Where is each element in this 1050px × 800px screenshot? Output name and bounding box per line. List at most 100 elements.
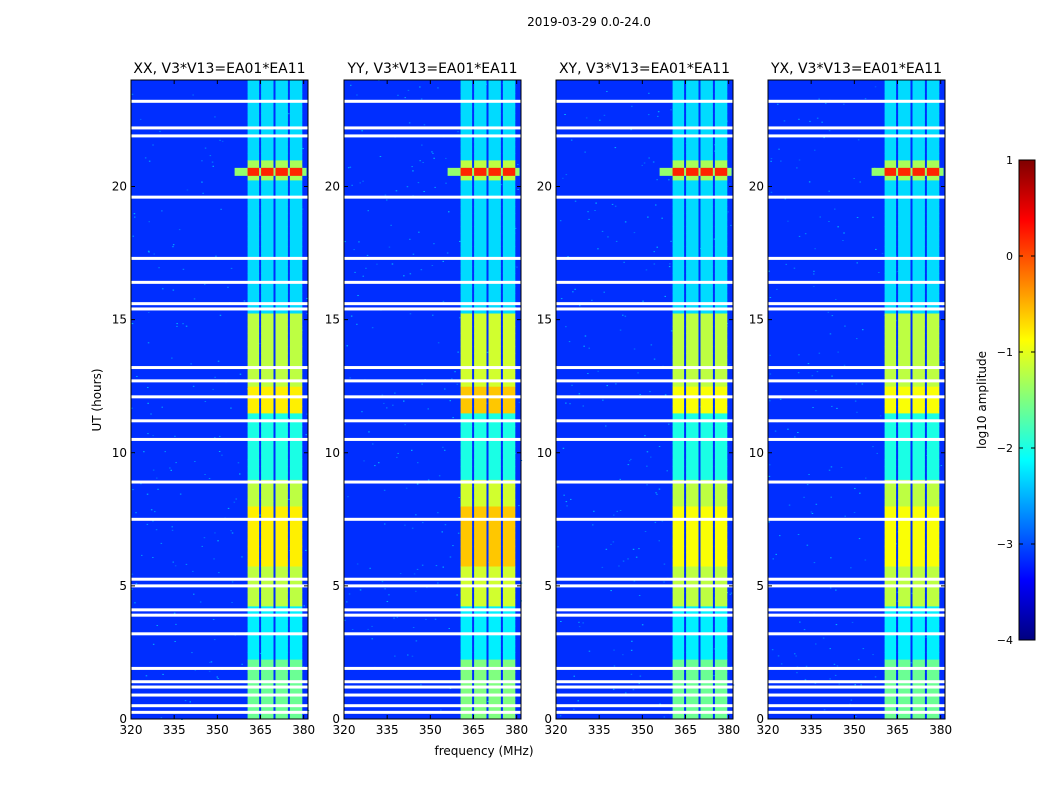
band-cell <box>700 346 713 354</box>
noise-pixel <box>578 621 580 623</box>
noise-pixel <box>306 313 308 315</box>
band-cell <box>502 319 516 327</box>
band-cell <box>275 592 288 600</box>
band-cell <box>884 359 897 367</box>
band-cell <box>474 100 487 108</box>
band-cell <box>460 352 473 361</box>
noise-pixel <box>239 473 241 475</box>
noise-pixel <box>454 371 456 373</box>
band-cell <box>714 565 728 574</box>
noise-pixel <box>653 358 656 360</box>
y-tick-label: 15 <box>537 313 552 327</box>
noise-pixel <box>595 202 597 204</box>
band-cell <box>686 579 699 587</box>
band-cell <box>912 625 925 633</box>
band-cell <box>460 532 473 540</box>
band-cell <box>247 545 260 554</box>
noise-pixel <box>394 392 396 394</box>
noise-pixel <box>872 654 874 656</box>
band-cell <box>502 399 516 407</box>
noise-pixel <box>457 351 459 353</box>
noise-pixel <box>243 300 246 302</box>
band-cell <box>912 565 925 574</box>
noise-pixel <box>623 261 625 263</box>
band-cell <box>672 146 685 154</box>
band-cell <box>275 326 288 334</box>
noise-pixel <box>811 375 814 377</box>
y-tick-label: 0 <box>756 712 764 726</box>
noise-pixel <box>230 530 232 532</box>
noise-pixel <box>147 250 150 252</box>
band-cell <box>289 459 303 467</box>
noise-pixel <box>632 689 635 691</box>
band-cell <box>275 226 288 234</box>
band-cell <box>700 699 713 707</box>
band-cell <box>898 213 911 221</box>
noise-pixel <box>657 111 660 113</box>
noise-pixel <box>872 216 874 218</box>
band-cell <box>926 313 940 321</box>
noise-pixel <box>658 446 661 447</box>
colorbar-tick-label: −2 <box>997 442 1013 455</box>
noise-pixel <box>616 510 618 512</box>
band-cell <box>672 419 685 427</box>
band-cell <box>714 526 728 534</box>
band-cell <box>714 93 728 101</box>
noise-pixel <box>803 629 806 631</box>
band-cell <box>714 592 728 600</box>
band-cell <box>474 146 487 154</box>
band-cell <box>275 545 288 554</box>
flagged-row <box>131 195 308 199</box>
band-cell <box>926 326 940 334</box>
band-cell <box>289 206 303 214</box>
band-cell <box>247 492 260 500</box>
band-cell <box>686 359 699 367</box>
band-cell <box>672 372 685 381</box>
band-cell <box>686 472 699 480</box>
band-cell <box>261 426 274 434</box>
band-cell <box>502 366 516 374</box>
band-cell <box>898 639 911 647</box>
noise-pixel <box>147 342 150 344</box>
band-cell <box>898 100 911 108</box>
band-cell <box>261 326 274 334</box>
band-cell <box>488 559 501 567</box>
band-cell <box>261 519 274 527</box>
band-cell <box>460 379 473 387</box>
band-cell <box>488 173 501 181</box>
band-cell <box>275 579 288 587</box>
noise-pixel <box>796 672 798 674</box>
band-cell <box>898 319 911 327</box>
band-cell <box>672 379 685 387</box>
noise-pixel <box>204 401 207 402</box>
band-cell <box>474 233 487 241</box>
noise-pixel <box>379 156 382 157</box>
band-cell <box>247 226 260 234</box>
band-cell <box>289 519 303 527</box>
band-cell <box>926 672 940 680</box>
band-cell <box>502 139 516 148</box>
band-cell <box>700 619 713 627</box>
noise-pixel <box>152 144 154 146</box>
band-cell <box>488 319 501 327</box>
noise-pixel <box>368 431 370 433</box>
band-cell <box>926 446 940 454</box>
band-cell <box>884 526 897 534</box>
band-cell <box>912 366 925 374</box>
noise-pixel <box>810 511 813 513</box>
band-cell <box>714 159 728 168</box>
noise-pixel <box>227 286 229 288</box>
band-cell <box>898 672 911 680</box>
band-cell <box>884 439 897 447</box>
band-cell <box>926 213 940 221</box>
flagged-row <box>131 302 308 306</box>
noise-pixel <box>201 545 203 547</box>
band-cell <box>884 446 897 454</box>
noise-pixel <box>819 216 821 218</box>
noise-pixel <box>650 344 653 346</box>
noise-pixel <box>855 383 858 385</box>
rfi-event-cell <box>460 167 473 176</box>
noise-pixel <box>391 263 394 265</box>
noise-pixel <box>806 544 809 546</box>
band-cell <box>474 585 487 594</box>
